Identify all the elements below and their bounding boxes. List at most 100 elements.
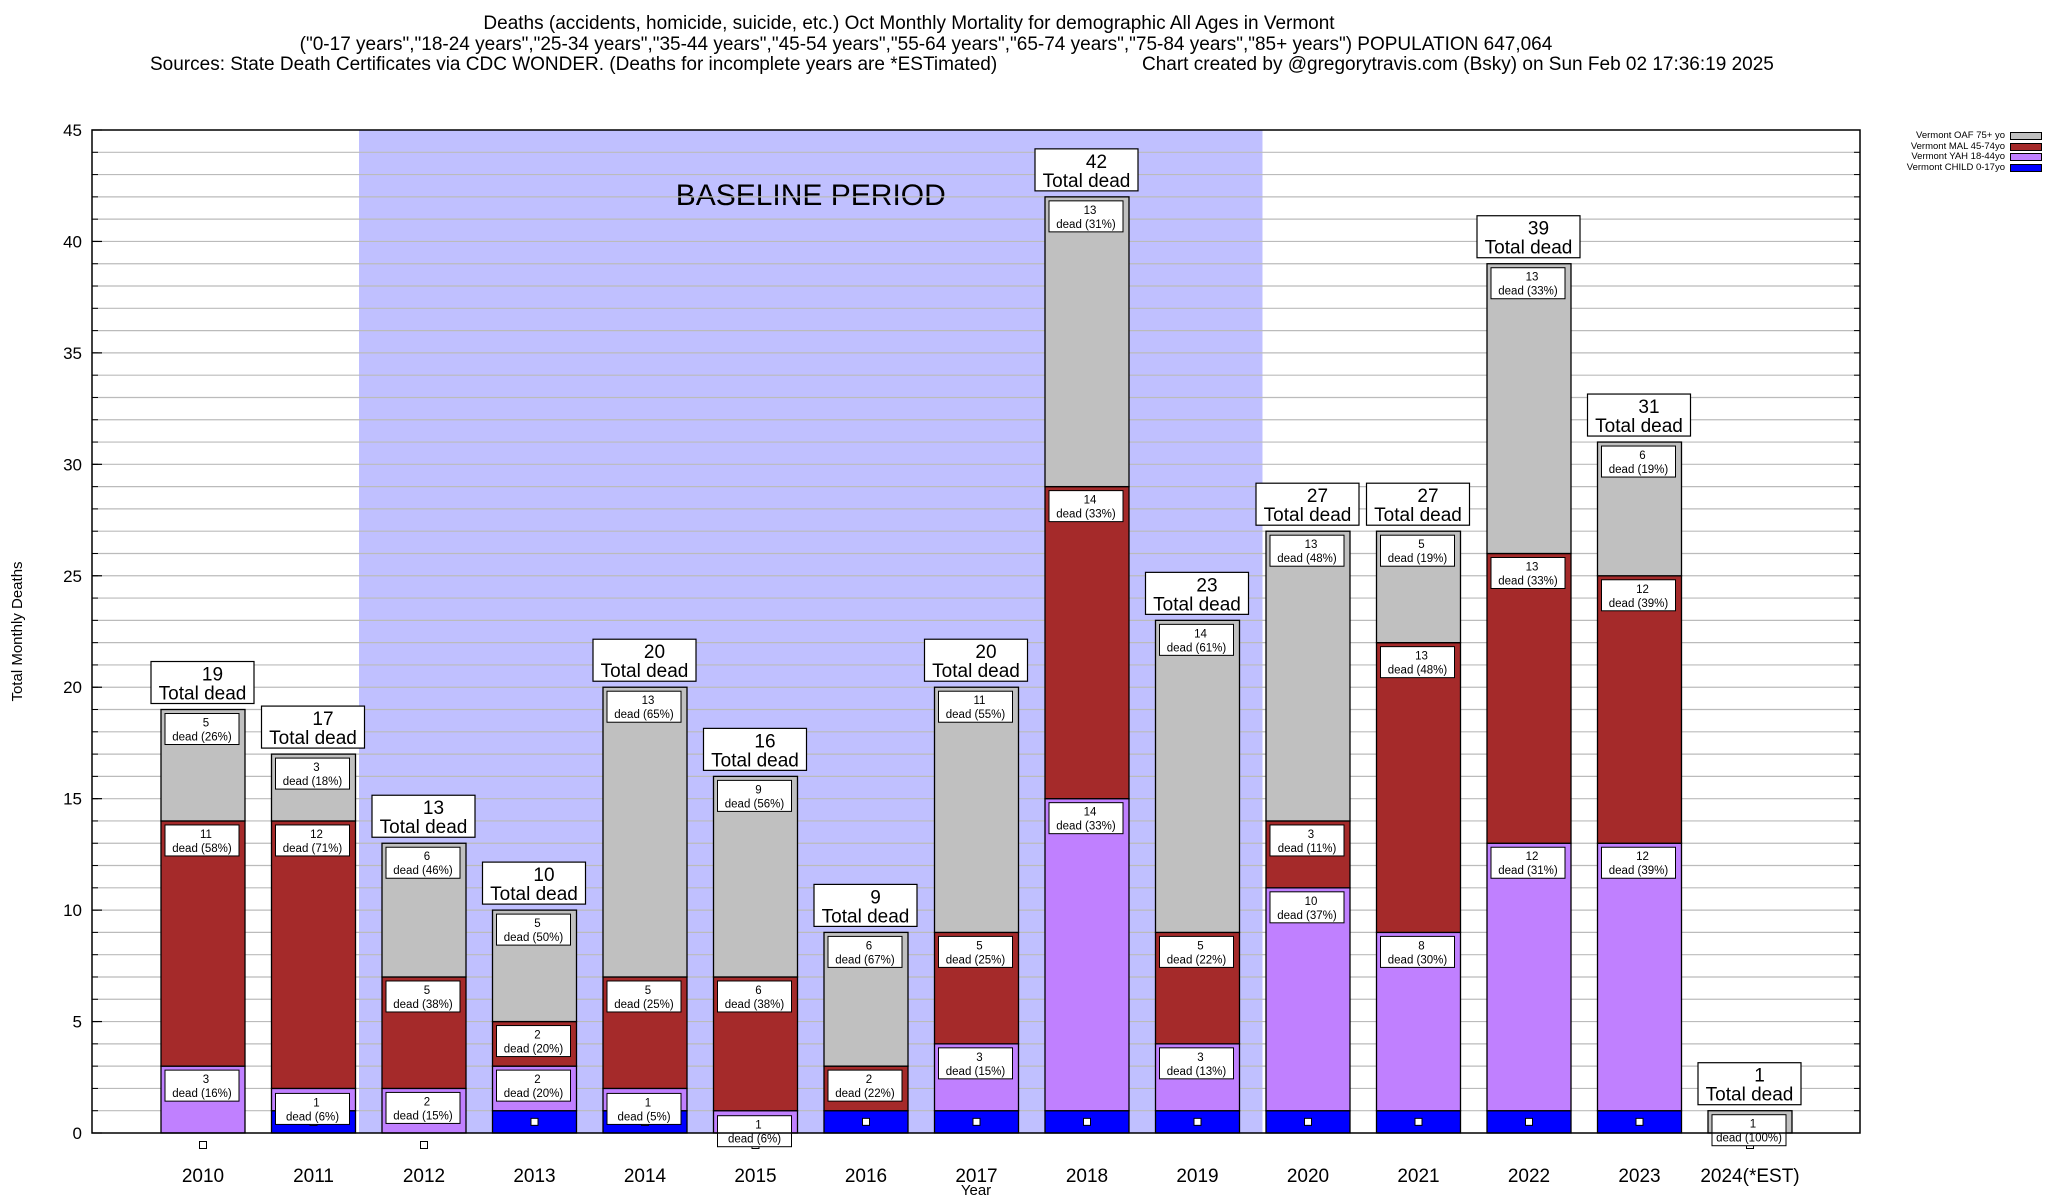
- total-label-text: Total dead: [1374, 505, 1462, 526]
- bar-segment-mal: [1375, 641, 1462, 934]
- total-label-box: [923, 638, 1029, 682]
- total-label-value: 10: [533, 865, 554, 886]
- bar-segment-mal: [1486, 552, 1572, 844]
- segment-label-value: 13: [1415, 651, 1428, 663]
- bar-segment-yah: [1044, 798, 1130, 1112]
- segment-label-box: [164, 1069, 240, 1102]
- segment-label-percent: dead (15%): [946, 1066, 1006, 1078]
- total-label-text: Total dead: [822, 906, 910, 927]
- segment-label-value: 1: [645, 1097, 651, 1109]
- chart-legend: Vermont OAF 75+ yo Vermont MAL 45-74yo Ver…: [1872, 130, 2042, 173]
- segment-label-percent: dead (13%): [1167, 1066, 1227, 1078]
- total-label-text: Total dead: [1153, 594, 1241, 615]
- total-label-box: [1365, 482, 1471, 526]
- segment-label-value: 2: [866, 1074, 872, 1086]
- y-axis-label: Total Monthly Deaths: [9, 561, 26, 701]
- legend-label: Vermont MAL 45-74yo: [1910, 140, 2005, 152]
- child-label-marker: [1525, 1117, 1533, 1126]
- total-label-box: [1034, 148, 1139, 192]
- segment-label-percent: dead (55%): [946, 709, 1006, 721]
- total-label-value: 23: [1196, 575, 1217, 596]
- segment-label-box: [1380, 935, 1455, 968]
- legend-swatch: [2010, 132, 2042, 141]
- bar-segment-yah: [1486, 842, 1572, 1112]
- segment-label-box: [1048, 490, 1124, 523]
- legend-item: Vermont YAH 18-44yo: [1872, 151, 2042, 163]
- segment-label-value: 3: [313, 762, 319, 774]
- total-label-text: Total dead: [380, 817, 468, 838]
- total-label-box: [1255, 482, 1360, 526]
- total-label-text: Total dead: [1043, 171, 1131, 192]
- total-label-text: Total dead: [159, 684, 247, 705]
- total-label-box: [702, 727, 808, 771]
- segment-label-value: 5: [534, 918, 540, 930]
- segment-label-box: [1380, 646, 1455, 679]
- segment-label-box: [1269, 891, 1345, 924]
- y-tick-label: 45: [63, 121, 82, 140]
- segment-label-box: [606, 690, 682, 723]
- bar-segment-oaf: [1486, 263, 1572, 555]
- total-label-text: Total dead: [269, 728, 357, 749]
- segment-label-percent: dead (48%): [1277, 553, 1337, 565]
- total-label-value: 20: [975, 642, 996, 663]
- segment-label-value: 9: [755, 784, 761, 796]
- child-label-marker: [1414, 1117, 1423, 1126]
- segment-label-percent: dead (22%): [1167, 954, 1227, 966]
- child-label-marker: [420, 1141, 428, 1149]
- segment-label-box: [496, 1025, 571, 1058]
- segment-label-value: 13: [1526, 272, 1539, 284]
- segment-label-value: 13: [1526, 561, 1539, 573]
- segment-label-value: 5: [976, 940, 982, 952]
- y-tick-label: 20: [63, 678, 82, 697]
- legend-swatch: [2010, 142, 2042, 151]
- segment-label-box: [275, 1092, 350, 1125]
- segment-label-box: [1159, 623, 1234, 656]
- segment-label-percent: dead (67%): [835, 954, 895, 966]
- segment-label-percent: dead (38%): [725, 999, 785, 1011]
- plot-frame: [91, 129, 1861, 1134]
- segment-label-box: [385, 980, 461, 1013]
- segment-label-percent: dead (33%): [1056, 821, 1116, 833]
- y-tick-label: 0: [73, 1124, 82, 1143]
- baseline-period-label: BASELINE PERIOD: [676, 179, 946, 212]
- legend-label: Vermont CHILD 0-17yo: [1906, 161, 2005, 173]
- legend-label: Vermont YAH 18-44yo: [1911, 151, 2005, 162]
- total-label-text: Total dead: [490, 884, 578, 905]
- segment-label-value: 8: [1418, 940, 1424, 952]
- segment-label-percent: dead (11%): [1278, 843, 1337, 855]
- x-tick-label: 2011: [293, 1166, 334, 1187]
- y-tick-label: 5: [73, 1013, 82, 1032]
- segment-label-percent: dead (25%): [614, 999, 674, 1011]
- segment-label-value: 3: [1308, 829, 1314, 841]
- total-label-text: Total dead: [932, 661, 1020, 682]
- segment-label-percent: dead (31%): [1056, 219, 1116, 231]
- total-label-box: [1586, 393, 1692, 437]
- total-label-box: [371, 794, 476, 838]
- segment-label-value: 5: [424, 985, 430, 997]
- segment-label-percent: dead (39%): [1609, 865, 1669, 877]
- segment-label-box: [1490, 846, 1566, 879]
- segment-label-value: 12: [1636, 851, 1649, 863]
- x-tick-label: 2013: [513, 1166, 555, 1187]
- total-label-text: Total dead: [1706, 1085, 1794, 1106]
- segment-label-box: [606, 1092, 682, 1125]
- segment-label-percent: dead (100%): [1716, 1133, 1782, 1145]
- y-tick-label: 30: [63, 455, 82, 474]
- total-label-box: [1476, 215, 1581, 259]
- segment-label-value: 12: [310, 829, 323, 841]
- segment-label-percent: dead (71%): [283, 843, 343, 855]
- child-label-marker: [862, 1117, 870, 1126]
- child-label-marker: [1304, 1117, 1312, 1126]
- total-label-box: [1697, 1062, 1802, 1106]
- segment-label-value: 1: [755, 1120, 761, 1132]
- y-tick-label: 10: [63, 901, 82, 920]
- x-tick-label: 2022: [1508, 1166, 1550, 1187]
- segment-label-value: 3: [203, 1074, 209, 1086]
- segment-label-box: [1490, 556, 1566, 589]
- segment-label-percent: dead (19%): [1388, 553, 1448, 565]
- segment-label-box: [1601, 846, 1676, 879]
- segment-label-percent: dead (5%): [617, 1111, 670, 1123]
- x-tick-label: 2015: [734, 1166, 776, 1187]
- segment-label-box: [717, 1115, 792, 1148]
- segment-label-value: 1: [313, 1097, 319, 1109]
